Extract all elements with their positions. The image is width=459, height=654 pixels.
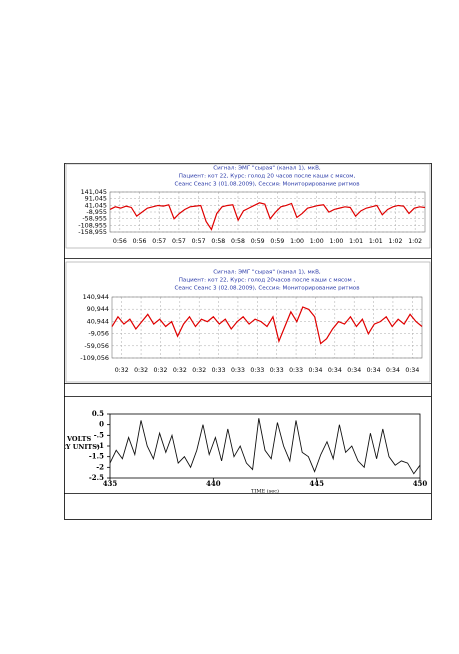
x-tick-label: 435	[103, 479, 118, 488]
chart-title: Сигнал: ЭМГ "сырая" (канал 1), мкВ,	[213, 166, 321, 172]
y-tick-label: -1	[96, 441, 104, 450]
y-tick-label: -.5	[94, 430, 104, 439]
signal-line	[109, 418, 421, 475]
x-tick-label: 440	[206, 479, 221, 488]
x-tick-label: 0:32	[153, 367, 167, 374]
x-tick-label: 0:56	[113, 238, 127, 245]
y-axis-label: VOLTS	[66, 435, 91, 443]
x-tick-label: 0:34	[328, 367, 342, 374]
x-tick-label: 0:59	[251, 238, 265, 245]
x-tick-label: 0:34	[367, 367, 381, 374]
y-tick-label: 40,944	[87, 317, 109, 325]
x-tick-label: 0:57	[152, 238, 166, 245]
y-tick-label: -1.5	[89, 452, 104, 461]
y-axis-label: (ARBITRARY UNITS)	[23, 443, 100, 451]
y-tick-label: 0	[99, 420, 104, 429]
plot-frame	[109, 413, 421, 479]
y-tick-label: 141,045	[81, 188, 107, 196]
x-tick-label: 0:33	[212, 367, 226, 374]
y-tick-label: -109,056	[80, 354, 109, 362]
chart-title: Сигнал: ЭМГ "сырая" (канал 1), мкВ,	[213, 270, 321, 276]
y-tick-label: 41,045	[85, 201, 107, 209]
y-tick-label: -59,056	[84, 342, 109, 350]
table-border	[64, 163, 432, 520]
x-tick-label: 1:02	[389, 238, 403, 245]
x-tick-label: 0:59	[270, 238, 284, 245]
chart-title: Сеанс Сеанс 3 (02.08.2009), Сессия: Мони…	[174, 286, 359, 292]
y-tick-label: -8,955	[86, 208, 107, 216]
y-tick-label: 91,045	[85, 195, 107, 203]
y-tick-label: -2	[96, 462, 104, 471]
x-tick-label: 0:32	[134, 367, 148, 374]
y-tick-label: 90,944	[87, 305, 109, 313]
y-tick-label: -108,955	[78, 221, 107, 229]
y-tick-label: 0.5	[92, 409, 104, 418]
y-tick-label: -58,955	[82, 215, 107, 223]
x-tick-label: 0:33	[289, 367, 303, 374]
x-tick-label: 0:34	[308, 367, 322, 374]
x-tick-label: 1:02	[408, 238, 422, 245]
y-tick-label: -9,056	[88, 330, 109, 338]
x-tick-label: 0:34	[405, 367, 419, 374]
x-tick-label: 0:33	[270, 367, 284, 374]
x-tick-label: 445	[309, 479, 324, 488]
x-tick-label: 450	[413, 479, 428, 488]
x-tick-label: 0:58	[211, 238, 225, 245]
x-tick-label: 0:56	[133, 238, 147, 245]
chart-title: Пациент: кот 22, Курс: голод 20часов пос…	[179, 278, 356, 284]
y-tick-label: -158,955	[78, 228, 107, 236]
x-tick-label: 1:01	[369, 238, 383, 245]
y-tick-label: 140,944	[83, 293, 109, 301]
x-axis-label: TIME (sec)	[251, 488, 279, 495]
x-tick-label: 0:33	[250, 367, 264, 374]
x-tick-label: 1:01	[349, 238, 363, 245]
y-tick-label: -2.5	[89, 473, 104, 482]
signal-line	[109, 202, 426, 231]
plot-frame	[109, 191, 426, 233]
x-tick-label: 1:00	[290, 238, 304, 245]
x-tick-label: 1:00	[329, 238, 343, 245]
x-tick-label: 0:32	[115, 367, 129, 374]
signal-line	[111, 306, 423, 345]
x-tick-label: 0:32	[173, 367, 187, 374]
x-tick-label: 0:32	[192, 367, 206, 374]
x-tick-label: 0:58	[231, 238, 245, 245]
x-tick-label: 1:00	[310, 238, 324, 245]
plot-frame	[111, 296, 423, 359]
x-tick-label: 0:57	[172, 238, 186, 245]
chart-title: Сеанс Сеанс 3 (01.08.2009), Сессия: Мони…	[174, 182, 359, 188]
x-tick-label: 0:34	[347, 367, 361, 374]
x-tick-label: 0:33	[231, 367, 245, 374]
x-tick-label: 0:57	[192, 238, 206, 245]
figures: Сигнал: ЭМГ "сырая" (канал 1), мкВ, Пацие…	[23, 163, 431, 495]
chart-title: Пациент: кот 22, Курс: голод 20 часов по…	[179, 174, 356, 180]
x-tick-label: 0:34	[386, 367, 400, 374]
